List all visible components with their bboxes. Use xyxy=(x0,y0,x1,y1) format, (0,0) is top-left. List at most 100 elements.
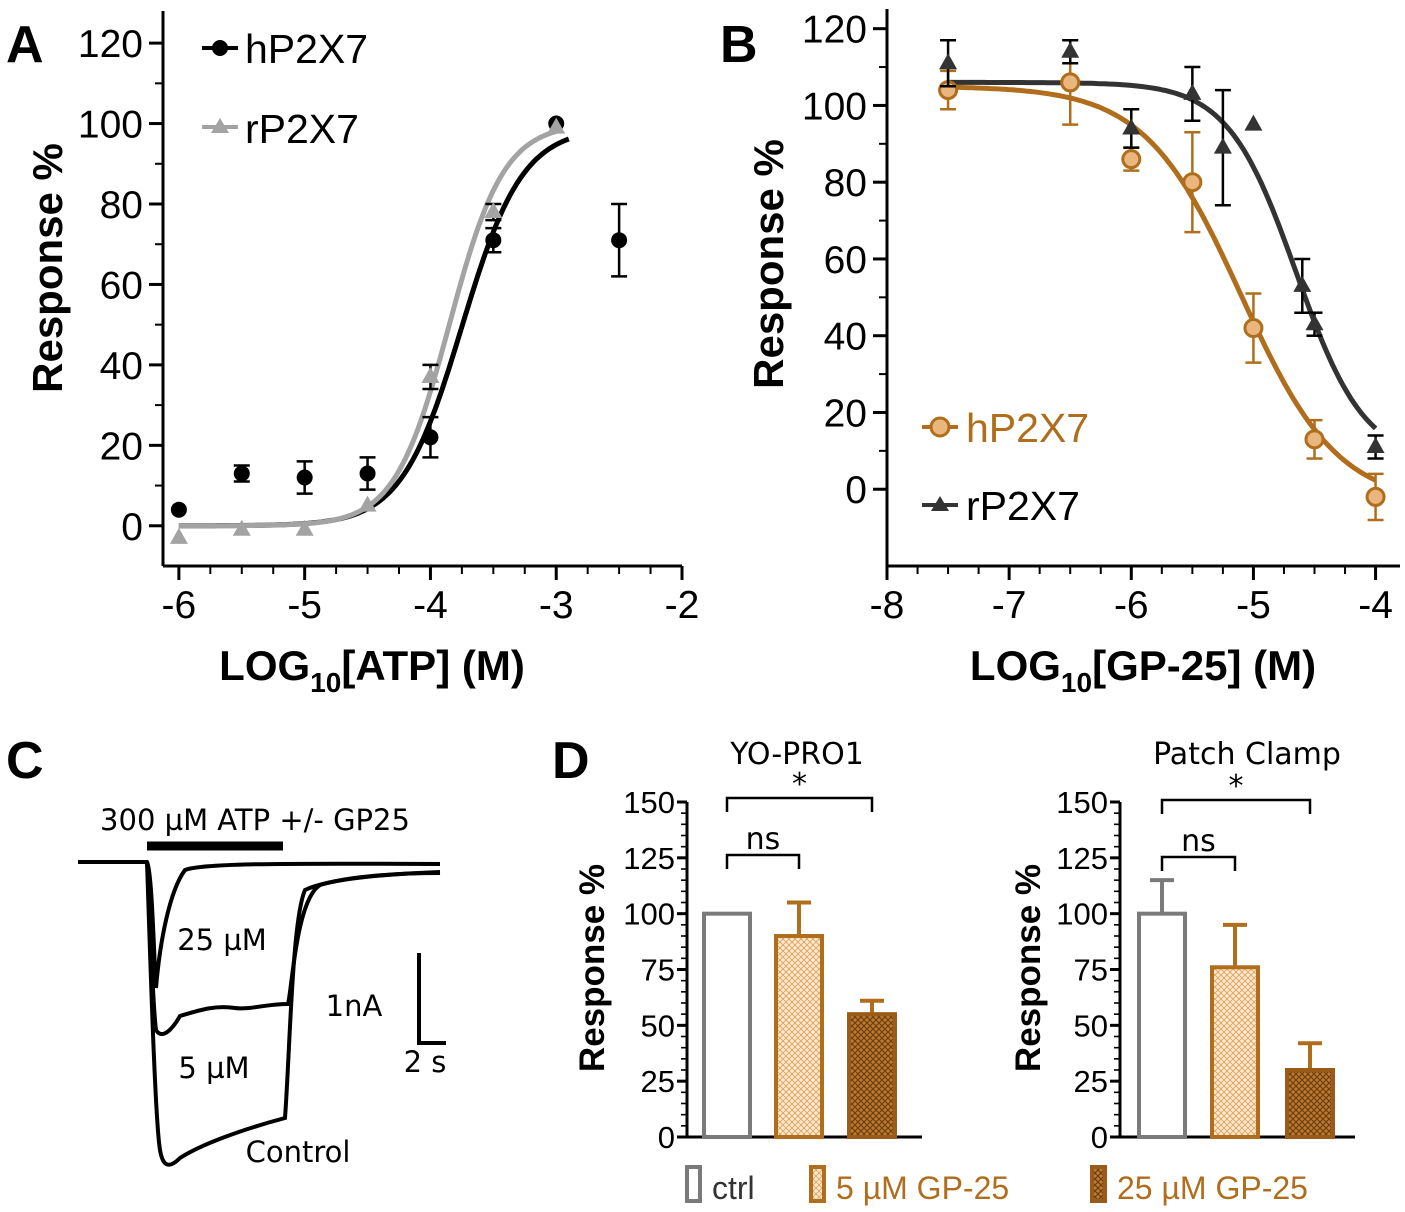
y-tick-label: 50 xyxy=(1074,1008,1108,1043)
y-tick-label: 120 xyxy=(78,23,143,66)
legend-a-h-label: hP2X7 xyxy=(245,26,368,72)
y-tick-label: 100 xyxy=(78,104,143,147)
sig-label-star: * xyxy=(792,767,807,802)
panel-d-legend: ctrl 5 µM GP-25 25 µM GP-25 xyxy=(685,1165,1308,1206)
data-point-rP2X7 xyxy=(1213,137,1232,154)
panel-d: D YO-PRO1 Patch Clamp Response % Respons… xyxy=(552,732,1355,1206)
panel-label-b: B xyxy=(720,16,758,74)
bar-ctrl xyxy=(702,911,752,1140)
x-tick-label: -5 xyxy=(1236,584,1271,627)
y-tick-label: 60 xyxy=(824,239,867,282)
panel-b: B Response % 0 20 40 60 80 100 120 -8 -7 -6 -5 -4 h… xyxy=(720,9,1400,698)
sig-label-star: * xyxy=(1229,769,1244,804)
trace-label-control: Control xyxy=(246,1135,351,1169)
sig-bracket-ns xyxy=(725,853,801,869)
panel-d-right-title: Patch Clamp xyxy=(1153,737,1341,772)
panel-b-legend: hP2X7 rP2X7 xyxy=(922,405,1089,529)
y-tick-label: 20 xyxy=(100,425,143,468)
legend-d-25um-swatch xyxy=(1090,1165,1107,1203)
x-tick-label: -7 xyxy=(992,584,1027,627)
fit-curve-hP2X7 xyxy=(948,84,1377,483)
scale-bar xyxy=(417,953,446,1045)
y-tick-label: 0 xyxy=(121,506,143,549)
data-point-rP2X7 xyxy=(295,519,314,536)
panel-b-ylabel: Response % xyxy=(745,139,792,389)
bar-5um xyxy=(774,934,824,1139)
y-tick-label: 25 xyxy=(641,1064,675,1099)
data-point-hP2X7 xyxy=(233,465,250,482)
data-point-hP2X7 xyxy=(170,501,187,518)
y-tick-label: 80 xyxy=(824,162,867,205)
panel-b-axes: 0 20 40 60 80 100 120 -8 -7 -6 -5 -4 xyxy=(802,9,1400,627)
data-point-rP2X7 xyxy=(232,519,251,536)
panel-a-data-points xyxy=(169,115,628,544)
panel-d-left-chart: 0 25 50 75 100 125 150 ns * xyxy=(623,767,922,1155)
data-point-rP2X7 xyxy=(1061,41,1080,58)
y-tick-label: 20 xyxy=(824,392,867,435)
sig-bracket-star xyxy=(725,796,874,812)
sig-bracket-star xyxy=(1160,798,1312,814)
x-tick-label: -3 xyxy=(539,584,574,627)
legend-d-25um-label: 25 µM GP-25 xyxy=(1117,1170,1308,1206)
data-point-rP2X7 xyxy=(1122,118,1141,135)
data-point-rP2X7 xyxy=(1293,275,1312,292)
legend-a-r-label: rP2X7 xyxy=(245,106,359,152)
data-point-hP2X7 xyxy=(296,469,313,486)
legend-d-ctrl-label: ctrl xyxy=(712,1170,755,1206)
y-tick-label: 50 xyxy=(641,1008,675,1043)
y-tick-label: 75 xyxy=(1074,953,1108,988)
panel-a-legend: hP2X7 rP2X7 xyxy=(202,26,368,152)
y-tick-label: 150 xyxy=(623,785,675,820)
x-tick-label: -5 xyxy=(287,584,322,627)
panel-b-xlabel: LOG10[GP-25] (M) xyxy=(970,642,1316,698)
trace-control xyxy=(145,861,441,1167)
y-tick-label: 120 xyxy=(802,9,867,52)
panel-a-xlabel: LOG10[ATP] (M) xyxy=(219,642,525,698)
y-tick-label: 80 xyxy=(100,184,143,227)
legend-d-ctrl-swatch xyxy=(685,1165,702,1203)
panel-b-fit-curves xyxy=(948,79,1378,483)
bar-ctrl xyxy=(1137,911,1187,1140)
data-point-rP2X7 xyxy=(169,527,188,544)
data-point-hP2X7 xyxy=(1304,429,1325,450)
x-tick-label: -4 xyxy=(413,584,448,627)
y-tick-label: 40 xyxy=(100,345,143,388)
fit-curve-rP2X7 xyxy=(948,79,1378,431)
legend-d-5um-label: 5 µM GP-25 xyxy=(836,1170,1009,1206)
trace-25um xyxy=(78,860,441,989)
panel-label-c: C xyxy=(6,732,44,790)
data-point-rP2X7 xyxy=(547,117,566,134)
panel-label-d: D xyxy=(552,732,590,790)
x-tick-label: -2 xyxy=(665,584,700,627)
data-point-rP2X7 xyxy=(421,366,440,383)
data-point-hP2X7 xyxy=(1182,172,1203,193)
y-tick-label: 100 xyxy=(623,897,675,932)
data-point-hP2X7 xyxy=(359,465,376,482)
panel-d-right-chart: 0 25 50 75 100 125 150 ns * xyxy=(1056,769,1355,1155)
legend-b-h-label: hP2X7 xyxy=(966,405,1089,451)
legend-b-r-label: rP2X7 xyxy=(966,483,1080,529)
data-point-hP2X7 xyxy=(1365,486,1386,507)
y-tick-label: 60 xyxy=(100,264,143,307)
y-tick-label: 100 xyxy=(1056,897,1108,932)
data-point-rP2X7 xyxy=(1244,114,1263,131)
panel-c: C 300 µM ATP +/- GP25 25 µM 5 µM Control… xyxy=(6,732,446,1169)
trace-label-5um: 5 µM xyxy=(178,1051,249,1085)
y-tick-label: 150 xyxy=(1056,785,1108,820)
y-tick-label: 75 xyxy=(641,953,675,988)
y-tick-label: 0 xyxy=(658,1120,675,1155)
x-tick-label: -6 xyxy=(1114,584,1149,627)
data-point-hP2X7 xyxy=(1121,149,1142,170)
data-point-rP2X7 xyxy=(358,495,377,512)
legend-b-r-marker xyxy=(931,496,949,511)
data-point-hP2X7 xyxy=(1243,318,1264,339)
sig-label-ns: ns xyxy=(1181,824,1216,859)
y-tick-label: 25 xyxy=(1074,1064,1108,1099)
data-point-hP2X7 xyxy=(611,232,628,249)
x-tick-label: -4 xyxy=(1358,584,1393,627)
sig-label-ns: ns xyxy=(746,822,781,857)
x-tick-label: -6 xyxy=(162,584,197,627)
panel-d-right-ylabel: Response % xyxy=(1009,864,1048,1072)
panel-a: A Response % 0 20 40 60 80 100 120 -6 -5 -4 -3 -2 h… xyxy=(6,11,699,698)
